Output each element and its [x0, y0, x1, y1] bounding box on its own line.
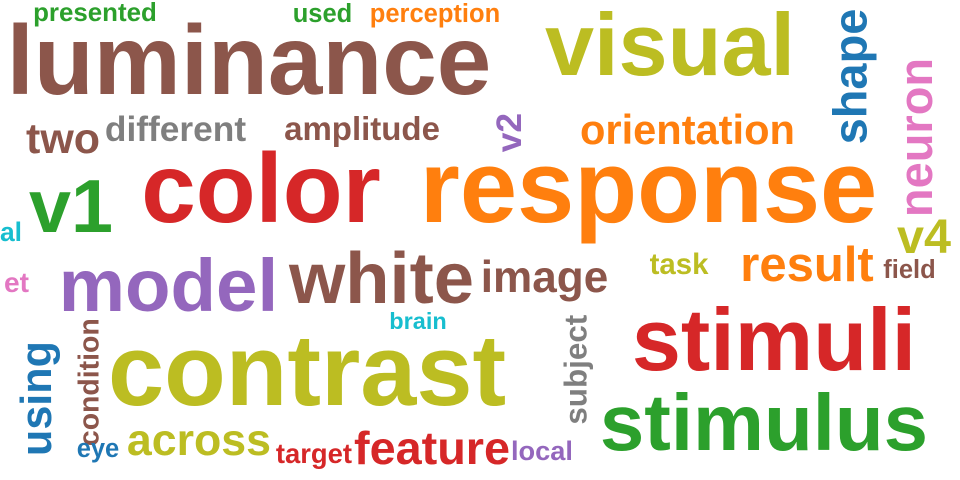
word-contrast: contrast	[108, 314, 507, 427]
word-perception: perception	[369, 0, 501, 29]
word-used: used	[292, 0, 353, 29]
word-v1: v1	[29, 163, 113, 248]
word-white: white	[289, 237, 475, 319]
word-visual: visual	[545, 0, 796, 94]
word-brain: brain	[389, 308, 447, 335]
word-presented: presented	[33, 0, 157, 27]
word-eye: eye	[76, 435, 120, 464]
word-feature: feature	[354, 421, 511, 474]
word-et: et	[4, 267, 29, 298]
word-across: across	[126, 416, 271, 466]
word-luminance: luminance	[6, 5, 492, 115]
word-image: image	[480, 252, 609, 302]
word-orientation: orientation	[580, 106, 795, 154]
word-different: different	[104, 110, 247, 150]
word-target: target	[275, 438, 352, 470]
word-field: field	[883, 256, 936, 285]
word-condition: condition	[73, 318, 106, 447]
word-response: response	[419, 129, 878, 244]
word-using: using	[12, 340, 61, 456]
word-model: model	[58, 243, 279, 327]
word-stimuli: stimuli	[631, 289, 917, 389]
word-amplitude: amplitude	[284, 110, 440, 147]
word-subject: subject	[558, 315, 594, 425]
word-v4: v4	[897, 210, 951, 265]
word-two: two	[26, 114, 101, 163]
word-task: task	[649, 248, 709, 282]
word-stimulus: stimulus	[599, 377, 929, 467]
word-color: color	[141, 133, 381, 243]
word-local: local	[511, 435, 573, 467]
word-al: al	[0, 216, 23, 247]
word-neuron: neuron	[889, 57, 943, 218]
word-shape: shape	[823, 8, 877, 145]
word-result: result	[740, 237, 874, 292]
